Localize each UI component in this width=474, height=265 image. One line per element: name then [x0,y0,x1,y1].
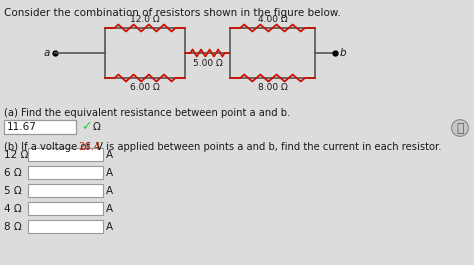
FancyBboxPatch shape [4,120,76,134]
FancyBboxPatch shape [28,166,103,179]
Text: Consider the combination of resistors shown in the figure below.: Consider the combination of resistors sh… [4,8,341,18]
Text: b: b [340,48,346,58]
Text: Ω: Ω [93,122,101,132]
Text: A: A [106,204,113,214]
Text: 12.0 Ω: 12.0 Ω [130,15,160,24]
Text: V is applied between points a and b, find the current in each resistor.: V is applied between points a and b, fin… [93,142,442,152]
FancyBboxPatch shape [28,148,103,161]
Text: 26.4: 26.4 [78,142,100,152]
Text: 8.00 Ω: 8.00 Ω [258,83,287,92]
Text: 11.67: 11.67 [7,122,37,132]
Text: 5.00 Ω: 5.00 Ω [192,59,222,68]
Text: a: a [44,48,50,58]
FancyBboxPatch shape [28,220,103,233]
Text: ✓: ✓ [81,121,91,134]
Text: 4 Ω: 4 Ω [4,204,22,214]
FancyBboxPatch shape [28,202,103,215]
Text: 4.00 Ω: 4.00 Ω [258,15,287,24]
Text: 6.00 Ω: 6.00 Ω [130,83,160,92]
Text: A: A [106,186,113,196]
Text: A: A [106,167,113,178]
Text: 5 Ω: 5 Ω [4,186,22,196]
Text: A: A [106,222,113,232]
Text: (a) Find the equivalent resistance between point a and b.: (a) Find the equivalent resistance betwe… [4,108,290,118]
FancyBboxPatch shape [28,184,103,197]
Text: ⓘ: ⓘ [456,121,464,135]
Text: 8 Ω: 8 Ω [4,222,22,232]
Text: 6 Ω: 6 Ω [4,167,22,178]
Text: A: A [106,149,113,160]
Text: (b) If a voltage of: (b) If a voltage of [4,142,93,152]
Text: 12 Ω: 12 Ω [4,149,28,160]
